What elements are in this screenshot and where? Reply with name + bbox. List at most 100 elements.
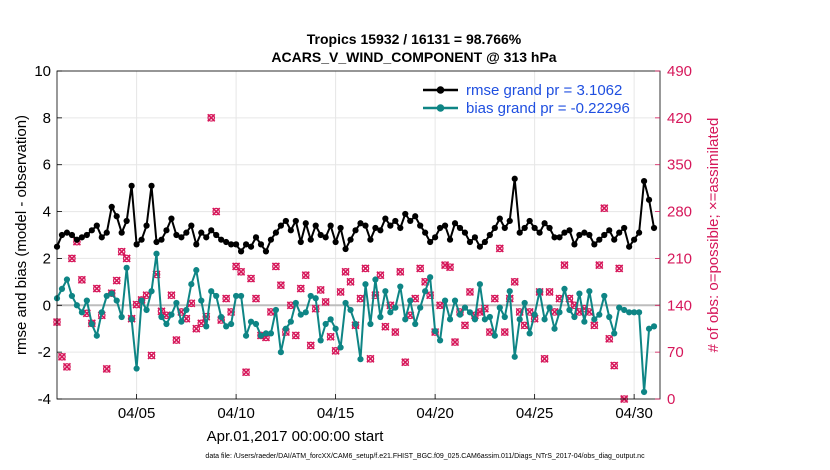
obs-possible-marker <box>132 300 141 309</box>
bias-point <box>496 304 503 311</box>
rmse-point <box>277 222 284 229</box>
obs-assimilated-marker <box>445 263 455 272</box>
obs-assimilated-marker <box>450 338 460 347</box>
bias-point <box>367 320 374 328</box>
rmse-point <box>148 182 155 189</box>
rmse-point <box>198 229 205 236</box>
obs-cross-stroke <box>67 254 76 263</box>
obs-cross-stroke <box>311 304 320 313</box>
rmse-point <box>427 238 434 246</box>
bias-point <box>347 306 354 314</box>
bias-point <box>138 297 145 304</box>
rmse-point <box>531 224 538 232</box>
rmse-point <box>422 229 429 236</box>
rmse-point <box>347 236 354 243</box>
rmse-point <box>257 241 265 248</box>
rmse-point <box>471 234 479 241</box>
obs-possible-marker <box>237 268 245 276</box>
obs-possible-marker <box>600 204 609 213</box>
bias-point <box>645 325 653 332</box>
rmse-point <box>561 229 568 236</box>
obs-assimilated-marker <box>545 287 554 296</box>
bias-point <box>397 283 404 290</box>
obs-possible-marker <box>361 264 370 273</box>
rmse-point <box>108 203 115 210</box>
bias-point <box>128 316 135 323</box>
bias-point <box>521 299 528 307</box>
bias-point <box>561 285 568 292</box>
rmse-point <box>586 231 593 239</box>
bias-point <box>456 311 464 318</box>
chart-subtitle: ACARS_V_WIND_COMPONENT @ 313 hPa <box>271 49 556 65</box>
bias-point <box>357 356 364 363</box>
rmse-point <box>307 236 314 243</box>
rmse-point <box>113 213 120 220</box>
obs-cross-stroke <box>391 327 400 337</box>
bias-point <box>551 325 558 332</box>
y-tick-label: 8 <box>43 110 51 127</box>
obs-cross-stroke <box>301 271 310 280</box>
obs-cross-stroke <box>122 254 131 263</box>
bias-point <box>148 288 155 295</box>
bias-point <box>252 320 260 328</box>
rmse-point <box>526 217 533 225</box>
rmse-point <box>631 236 638 243</box>
obs-possible-marker <box>316 286 325 294</box>
rmse-point <box>143 222 150 229</box>
obs-assimilated-marker <box>391 327 400 337</box>
rmse-point <box>506 217 513 225</box>
obs-cross-stroke <box>545 287 554 296</box>
bias-point <box>237 292 245 300</box>
rmse-point <box>247 243 255 250</box>
y-tick-label: 6 <box>43 157 51 174</box>
bias-point <box>407 297 414 304</box>
rmse-point <box>193 241 200 248</box>
obs-cross-stroke <box>77 275 86 284</box>
rmse-point <box>302 220 309 227</box>
bias-point <box>103 292 110 300</box>
rmse-point <box>317 231 324 239</box>
obs-cross-stroke <box>291 331 300 340</box>
obs-cross-stroke <box>416 264 425 273</box>
rmse-point <box>153 238 160 246</box>
obs-assimilated-marker <box>147 351 156 360</box>
rmse-point <box>591 241 598 248</box>
obs-possible-marker <box>615 264 624 273</box>
bias-point <box>566 306 573 314</box>
obs-cross-stroke <box>450 338 460 347</box>
obs-cross-stroke <box>271 262 280 271</box>
bias-point <box>208 288 215 295</box>
rmse-point <box>223 238 230 246</box>
bias-point <box>337 344 344 351</box>
obs-cross-stroke <box>441 261 450 270</box>
bias-point <box>88 320 95 328</box>
bias-point <box>272 306 280 314</box>
bias-point <box>466 309 474 316</box>
bias-point <box>352 320 359 328</box>
obs-cross-stroke <box>187 299 196 308</box>
obs-cross-stroke <box>57 352 67 361</box>
rmse-point <box>412 213 419 220</box>
obs-assimilated-marker <box>251 294 261 303</box>
bias-point <box>247 318 255 325</box>
obs-cross-stroke <box>172 336 181 345</box>
bias-point <box>173 299 180 307</box>
obs-possible-marker <box>247 274 255 283</box>
obs-possible-marker <box>560 261 569 269</box>
rmse-point <box>357 220 364 227</box>
obs-possible-marker <box>207 114 216 122</box>
obs-cross-stroke <box>212 207 221 216</box>
obs-assimilated-marker <box>306 341 315 350</box>
obs-possible-marker <box>595 261 604 269</box>
rmse-point <box>78 234 85 241</box>
obs-possible-marker <box>321 298 330 306</box>
rmse-point <box>203 234 210 241</box>
obs-cross-stroke <box>396 267 405 276</box>
obs-possible-marker <box>117 247 126 256</box>
obs-possible-marker <box>93 284 101 293</box>
bias-point <box>536 288 543 295</box>
bias-point <box>601 292 608 300</box>
rmse-point <box>342 245 349 253</box>
bias-point <box>387 309 394 316</box>
rmse-point <box>58 231 66 239</box>
